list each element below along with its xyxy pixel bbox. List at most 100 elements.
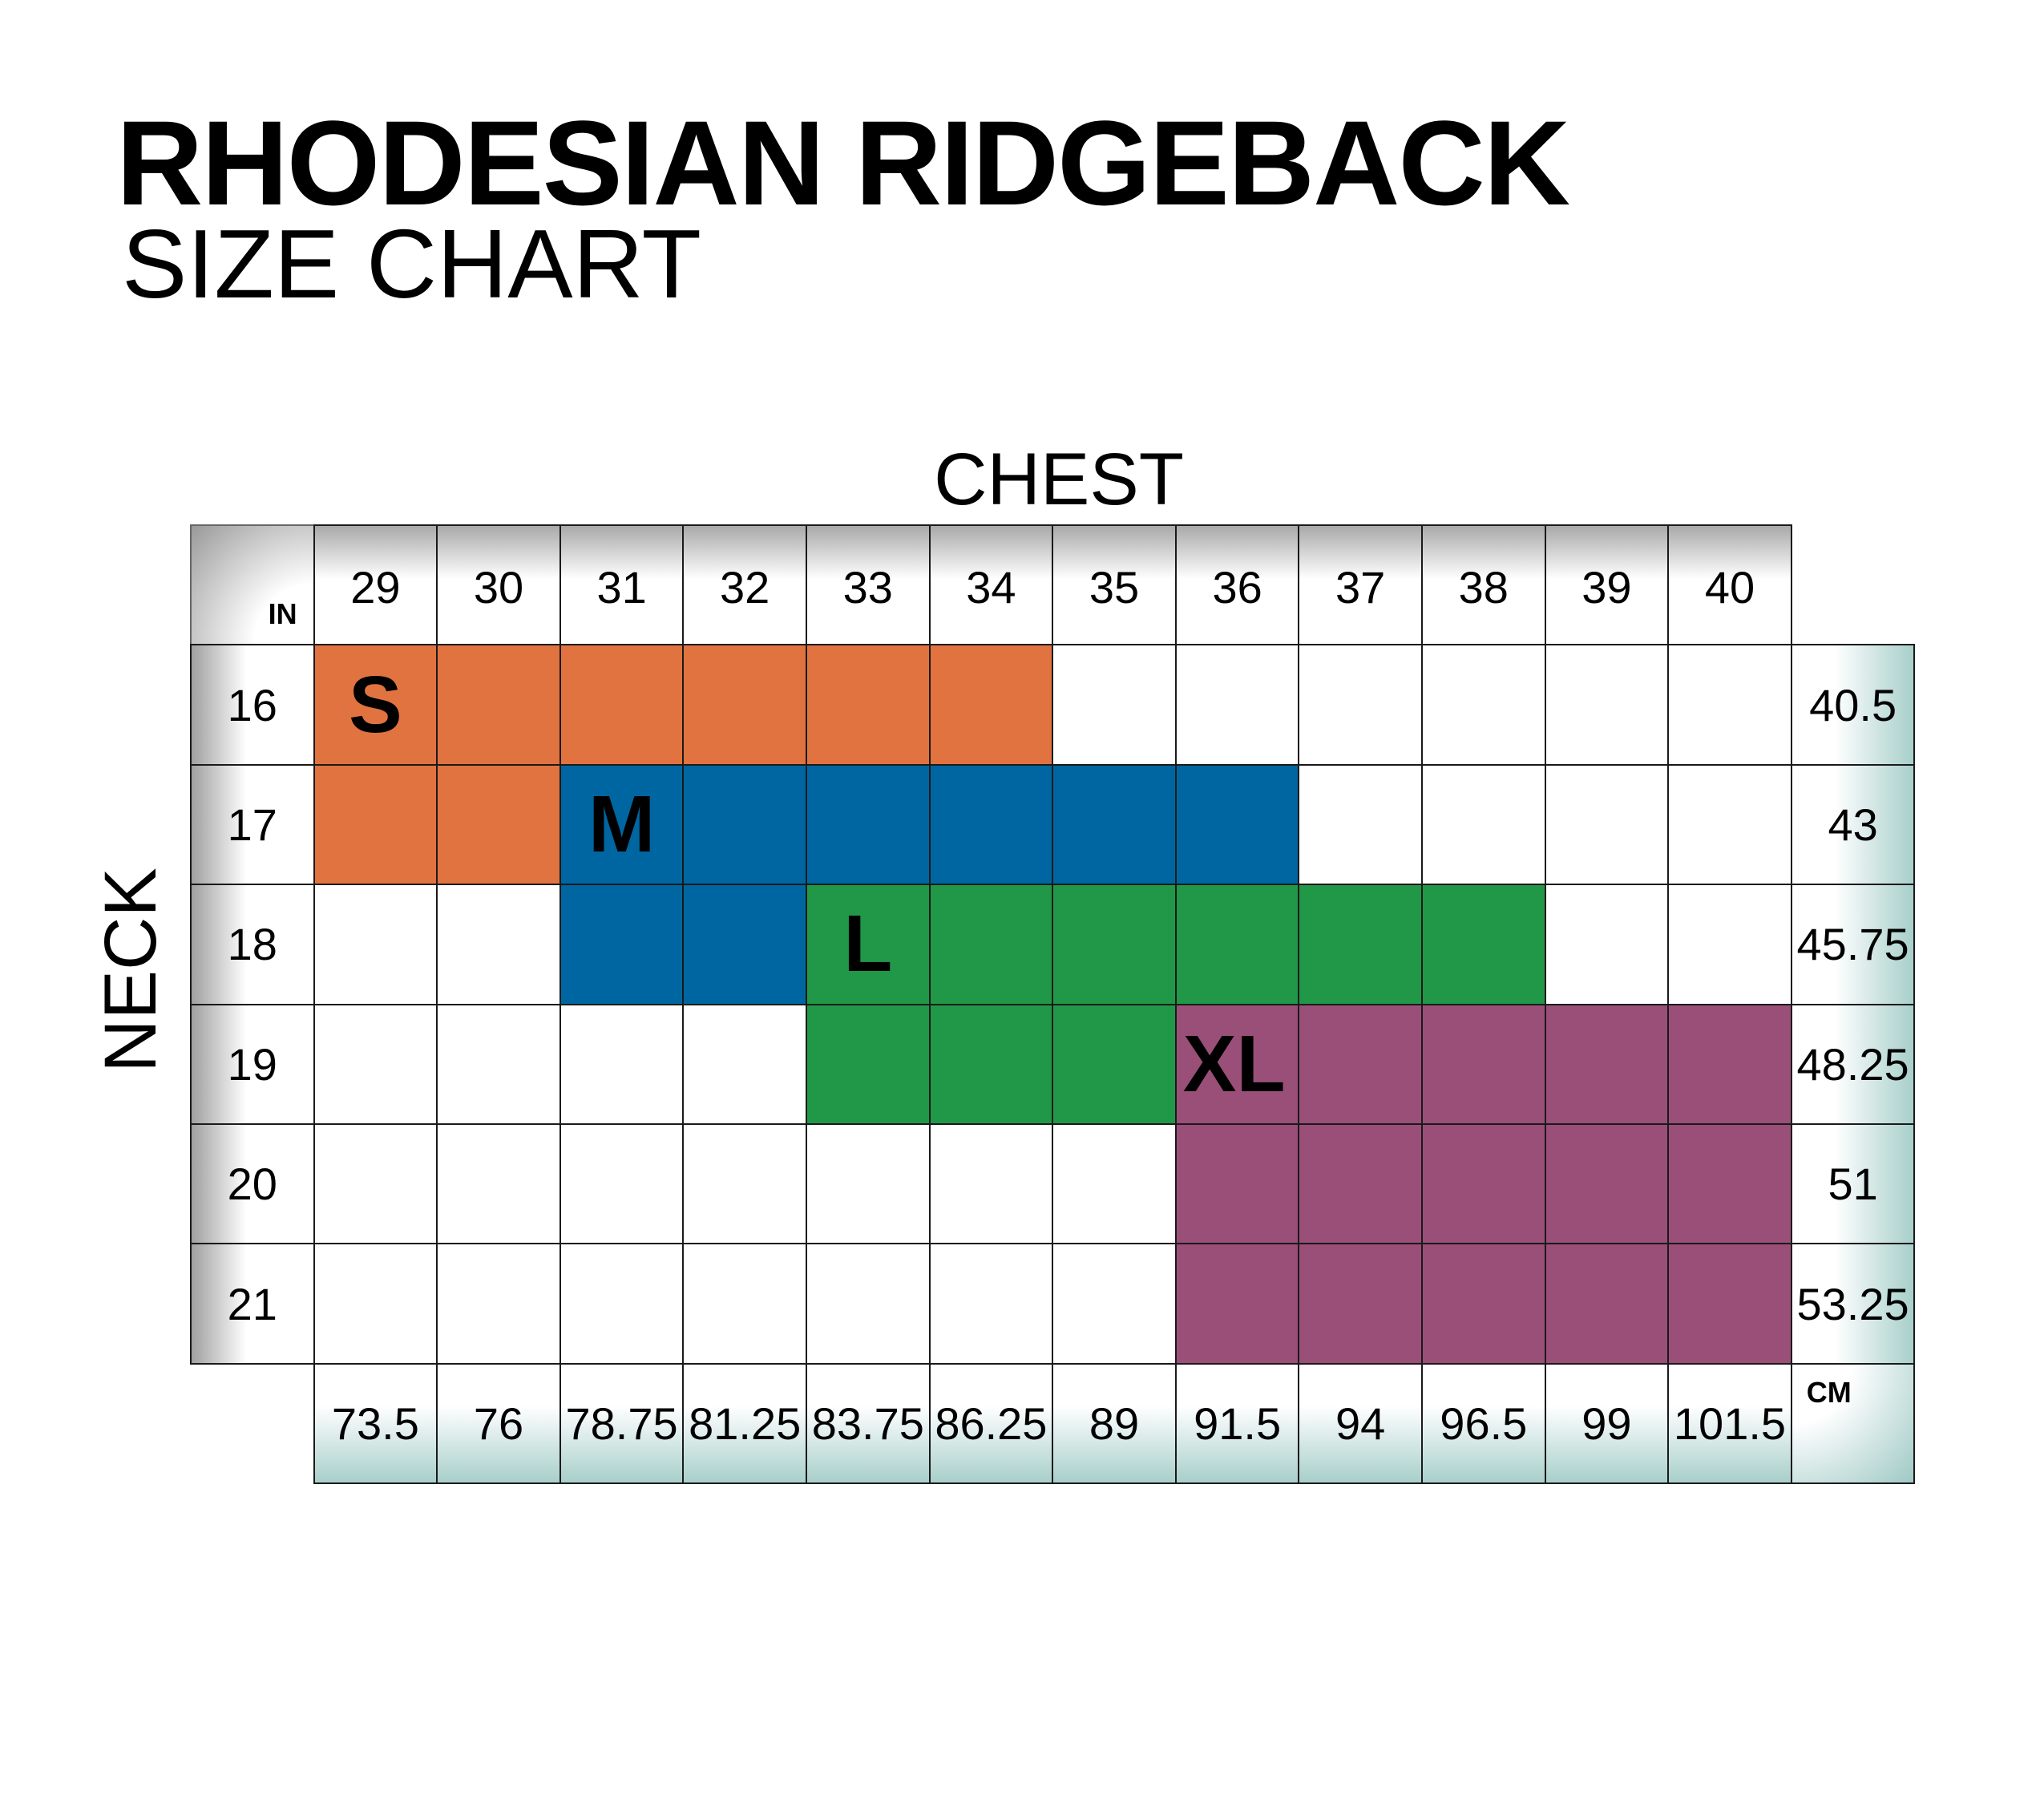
size-cell [436, 644, 561, 766]
size-cell [1298, 1003, 1423, 1125]
neck-in-header: 18 [190, 884, 315, 1005]
size-cell [806, 644, 931, 766]
size-cell [1544, 884, 1670, 1005]
size-cell [806, 1243, 931, 1365]
size-cell [806, 763, 931, 886]
size-cell [1421, 884, 1546, 1005]
unit-in-label: IN [268, 597, 297, 631]
size-cell [1298, 644, 1423, 766]
size-cell [1667, 1243, 1792, 1365]
chest-in-header-text: 39 [1581, 562, 1632, 613]
neck-in-header: 19 [190, 1003, 315, 1125]
chest-in-header: 33 [806, 524, 931, 646]
chest-in-header-text: 32 [720, 562, 770, 613]
size-cell [1052, 644, 1177, 766]
chest-in-header: 34 [928, 524, 1054, 646]
chest-in-header: 32 [682, 524, 807, 646]
chest-in-header-text: 33 [842, 562, 893, 613]
chart-title: RHODESIAN RIDGEBACK [116, 95, 1570, 230]
size-cell [1421, 1243, 1546, 1365]
neck-axis-label: NECK [90, 868, 172, 1073]
size-cell [1421, 1003, 1546, 1125]
size-cell [1421, 763, 1546, 886]
chart-subtitle: SIZE CHART [122, 209, 702, 318]
size-cell [1667, 884, 1792, 1005]
size-cell [1544, 763, 1670, 886]
size-cell [1421, 644, 1546, 766]
chest-cm-value: 96.5 [1421, 1362, 1546, 1485]
size-cell [436, 1243, 561, 1365]
chest-in-header-text: 31 [596, 562, 647, 613]
chest-cm-value: 81.25 [682, 1362, 807, 1485]
chest-cm-value: 78.75 [559, 1362, 685, 1485]
chest-cm-value: 101.5 [1667, 1362, 1792, 1485]
chest-cm-value: 86.25 [928, 1362, 1054, 1485]
neck-in-header-text: 16 [227, 679, 277, 730]
chest-cm-value-text: 73.5 [331, 1397, 419, 1449]
neck-in-header: 21 [190, 1243, 315, 1365]
size-cell [806, 1003, 931, 1125]
size-cell [1298, 1123, 1423, 1245]
neck-in-header-text: 19 [227, 1038, 277, 1090]
chest-in-header: 31 [559, 524, 685, 646]
neck-cm-value-text: 45.75 [1796, 919, 1909, 970]
size-cell [313, 884, 438, 1005]
size-cell [1667, 644, 1792, 766]
neck-cm-value: 51 [1790, 1123, 1916, 1245]
size-cell [1667, 763, 1792, 886]
size-cell [1052, 884, 1177, 1005]
neck-in-header-text: 18 [227, 919, 277, 970]
chest-cm-value: 94 [1298, 1362, 1423, 1485]
chest-cm-value-text: 81.25 [689, 1397, 802, 1449]
size-cell [928, 644, 1054, 766]
size-cell [559, 1003, 685, 1125]
size-cell [1667, 1123, 1792, 1245]
chest-in-header: 37 [1298, 524, 1423, 646]
size-cell [1544, 1003, 1670, 1125]
size-cell [559, 644, 685, 766]
chest-cm-value: 83.75 [806, 1362, 931, 1485]
size-label-s: S [349, 659, 402, 750]
size-cell [436, 884, 561, 1005]
chest-cm-value: 99 [1544, 1362, 1670, 1485]
size-cell [1174, 884, 1300, 1005]
chest-cm-value-text: 99 [1581, 1397, 1632, 1449]
size-cell [436, 1123, 561, 1245]
chest-in-header: 39 [1544, 524, 1670, 646]
chest-in-header: 35 [1052, 524, 1177, 646]
size-cell [1298, 763, 1423, 886]
size-cell [313, 1243, 438, 1365]
chest-cm-value-text: 101.5 [1673, 1397, 1787, 1449]
size-cell: L [806, 884, 931, 1005]
neck-in-header-text: 20 [227, 1159, 277, 1210]
unit-in-cell: IN [190, 524, 315, 646]
size-label-xl: XL [1182, 1018, 1286, 1109]
chest-cm-value: 73.5 [313, 1362, 438, 1485]
chest-in-header-text: 36 [1212, 562, 1262, 613]
neck-cm-value: 48.25 [1790, 1003, 1916, 1125]
size-cell [1421, 1123, 1546, 1245]
chest-cm-value-text: 91.5 [1194, 1397, 1282, 1449]
chest-in-header: 36 [1174, 524, 1300, 646]
chest-cm-value: 91.5 [1174, 1362, 1300, 1485]
chest-in-header: 38 [1421, 524, 1546, 646]
unit-cm-cell: CM [1790, 1362, 1916, 1485]
size-cell [682, 1243, 807, 1365]
neck-cm-value-text: 51 [1828, 1159, 1878, 1210]
unit-cm-label: CM [1806, 1375, 1852, 1409]
neck-in-header: 16 [190, 644, 315, 766]
size-label-l: L [843, 899, 893, 989]
chest-in-header: 40 [1667, 524, 1792, 646]
neck-in-header: 20 [190, 1123, 315, 1245]
size-cell [806, 1123, 931, 1245]
size-cell [1298, 884, 1423, 1005]
size-cell [682, 884, 807, 1005]
chest-in-header-text: 40 [1704, 562, 1755, 613]
size-cell [559, 884, 685, 1005]
size-cell [436, 1003, 561, 1125]
size-cell [682, 763, 807, 886]
neck-in-header: 17 [190, 763, 315, 886]
chest-cm-value-text: 89 [1089, 1397, 1140, 1449]
size-cell [436, 763, 561, 886]
chest-in-header-text: 29 [350, 562, 401, 613]
